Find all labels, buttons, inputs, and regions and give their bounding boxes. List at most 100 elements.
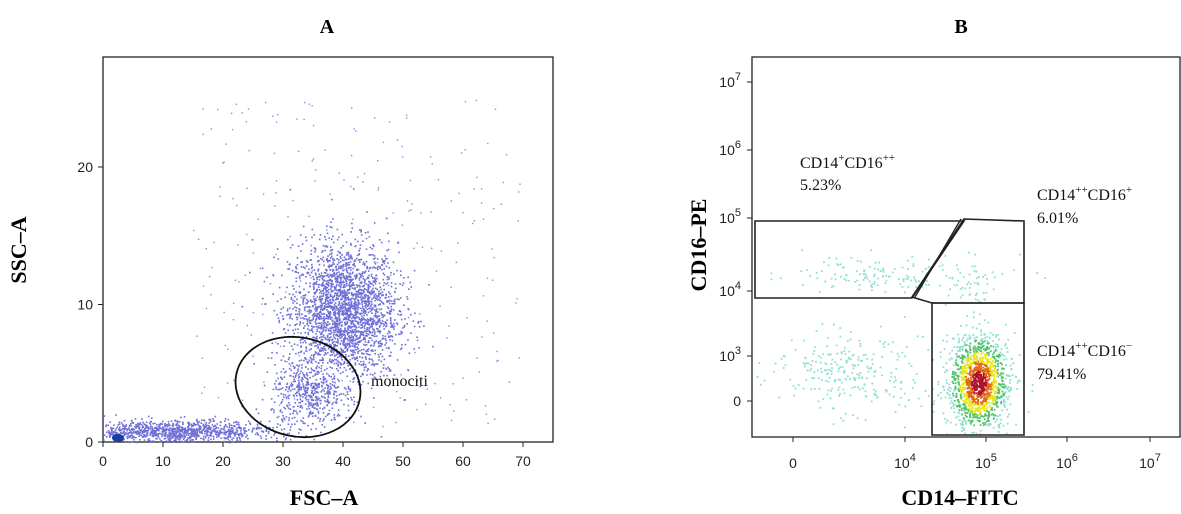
scatter-point: [332, 349, 334, 352]
scatter-point: [208, 418, 210, 421]
scatter-point: [329, 333, 332, 335]
scatter-point: [277, 388, 279, 391]
scatter-point: [357, 268, 360, 271]
scatter-point: [175, 431, 177, 433]
scatter-point: [307, 424, 309, 427]
scatter-point: [213, 241, 215, 244]
scatter-point: [201, 430, 203, 433]
scatter-point: [986, 406, 989, 409]
scatter-point: [182, 421, 184, 424]
scatter-point: [973, 387, 976, 389]
scatter-point: [364, 344, 367, 347]
scatter-point: [255, 408, 257, 411]
scatter-point: [348, 276, 351, 278]
scatter-point: [128, 432, 131, 434]
scatter-point: [311, 263, 313, 266]
scatter-point: [371, 289, 373, 292]
scatter-point: [362, 317, 365, 319]
scatter-point: [164, 423, 166, 425]
scatter-point: [228, 440, 231, 442]
scatter-point: [333, 326, 336, 328]
scatter-point: [160, 422, 162, 425]
scatter-point: [324, 318, 326, 320]
scatter-point: [294, 402, 296, 404]
scatter-point: [315, 385, 318, 388]
scatter-point: [345, 346, 347, 349]
scatter-point: [327, 328, 330, 331]
scatter-point: [953, 407, 956, 410]
scatter-point: [180, 416, 182, 419]
scatter-point: [318, 318, 321, 321]
scatter-point: [137, 427, 140, 429]
scatter-point: [349, 304, 352, 306]
scatter-point: [313, 358, 315, 361]
scatter-point: [279, 409, 282, 411]
scatter-point: [292, 199, 294, 202]
scatter-point: [354, 306, 356, 308]
scatter-point: [413, 348, 415, 350]
scatter-point: [335, 306, 338, 308]
scatter-point: [407, 308, 410, 311]
scatter-point: [179, 438, 181, 440]
scatter-point: [347, 348, 349, 350]
scatter-point: [315, 379, 318, 381]
scatter-point: [250, 334, 253, 336]
scatter-point: [109, 435, 111, 437]
scatter-point: [487, 142, 489, 145]
scatter-point: [141, 431, 144, 434]
scatter-point: [162, 429, 164, 432]
scatter-point: [1001, 383, 1004, 385]
scatter-point: [350, 256, 352, 258]
scatter-point: [381, 343, 383, 345]
scatter-point: [989, 423, 991, 425]
scatter-point: [232, 319, 235, 321]
scatter-point: [332, 300, 335, 302]
scatter-point: [368, 283, 370, 286]
scatter-point: [335, 391, 337, 393]
scatter-point: [264, 101, 267, 104]
scatter-point: [213, 428, 215, 431]
scatter-point: [321, 349, 324, 351]
scatter-point: [316, 314, 318, 316]
scatter-point: [360, 349, 363, 351]
scatter-point: [179, 430, 182, 432]
scatter-point: [325, 297, 327, 299]
scatter-point: [330, 328, 332, 330]
scatter-point: [333, 377, 335, 379]
scatter-point: [362, 360, 365, 363]
scatter-point: [204, 432, 206, 435]
scatter-point: [314, 315, 316, 317]
scatter-point: [313, 354, 315, 356]
scatter-point: [229, 442, 231, 444]
scatter-point: [355, 284, 358, 286]
scatter-point: [211, 266, 213, 269]
panel-a-y-axis-title: SSC–A: [6, 216, 31, 283]
scatter-point: [343, 292, 346, 294]
scatter-point: [385, 293, 387, 295]
scatter-point: [312, 318, 314, 321]
scatter-point: [326, 229, 328, 231]
scatter-point: [321, 304, 324, 307]
scatter-point: [317, 353, 319, 356]
scatter-point: [366, 333, 369, 335]
scatter-point: [371, 321, 374, 323]
scatter-point: [405, 114, 408, 116]
scatter-point: [373, 397, 375, 399]
scatter-point: [364, 309, 367, 312]
scatter-point: [973, 383, 975, 386]
scatter-point: [294, 393, 297, 395]
scatter-point: [194, 430, 197, 432]
scatter-point: [318, 325, 320, 327]
scatter-point: [379, 265, 381, 268]
scatter-point: [314, 337, 317, 339]
scatter-point: [194, 424, 196, 426]
scatter-point: [361, 309, 363, 312]
scatter-point: [245, 430, 248, 433]
scatter-point: [169, 435, 171, 438]
scatter-point: [346, 292, 348, 294]
scatter-point: [222, 428, 224, 430]
scatter-point: [315, 352, 318, 354]
scatter-point: [368, 337, 371, 339]
scatter-point: [236, 438, 238, 440]
scatter-point: [357, 290, 359, 292]
